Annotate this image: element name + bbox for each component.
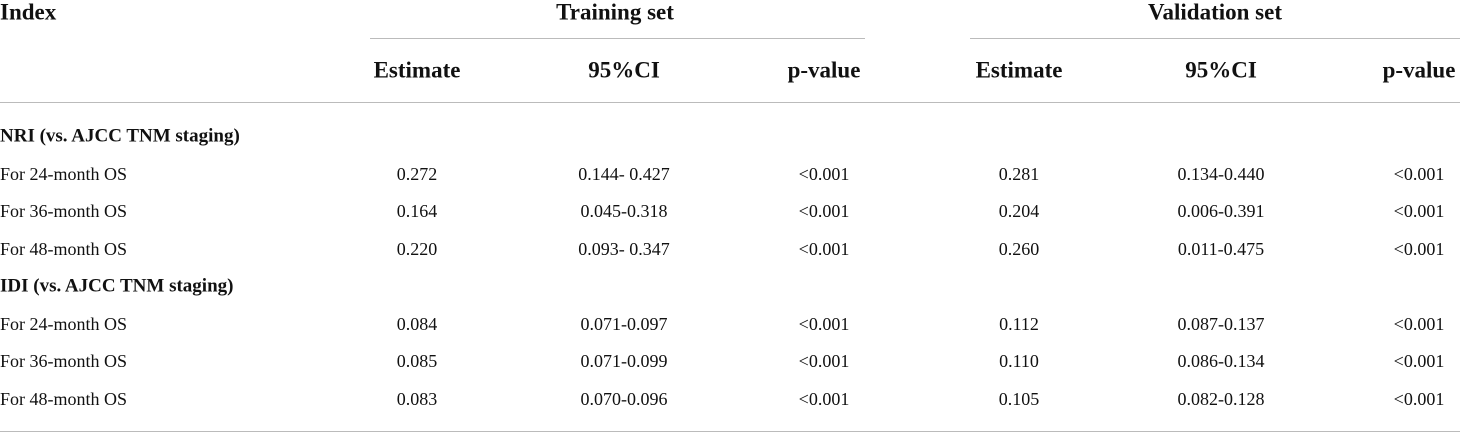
- index-header: Index: [0, 0, 57, 25]
- cell: 0.144- 0.427: [578, 163, 670, 184]
- group-header: Training set: [556, 0, 674, 25]
- column-header: 95%CI: [588, 57, 660, 83]
- group-rule: [970, 38, 1460, 39]
- group-rule: [370, 38, 865, 39]
- column-header: 95%CI: [1185, 57, 1257, 83]
- section-title: NRI (vs. AJCC TNM staging): [0, 125, 240, 147]
- cell: <0.001: [1393, 201, 1445, 221]
- cell: <0.001: [798, 388, 850, 409]
- cell: 0.112: [999, 313, 1039, 334]
- cell: <0.001: [798, 313, 850, 334]
- cell: 0.272: [396, 163, 438, 184]
- row-label: For 48-month OS: [0, 388, 128, 409]
- cell: <0.001: [798, 201, 850, 221]
- cell: 0.045-0.318: [580, 201, 668, 221]
- cell: 0.071-0.097: [580, 313, 668, 334]
- cell: <0.001: [798, 163, 850, 184]
- cell: 0.085: [396, 351, 438, 371]
- cell: 0.093- 0.347: [578, 238, 670, 259]
- cell: 0.082-0.128: [1177, 388, 1265, 409]
- column-header: p-value: [1382, 57, 1456, 83]
- cell: <0.001: [798, 351, 850, 371]
- cell: 0.134-0.440: [1177, 163, 1265, 184]
- cell: 0.110: [999, 351, 1039, 371]
- section-title: IDI (vs. AJCC TNM staging): [0, 275, 234, 297]
- cell: <0.001: [1393, 388, 1445, 409]
- header-rule: [0, 102, 1460, 103]
- cell: 0.260: [998, 238, 1040, 259]
- column-header: Estimate: [373, 57, 461, 83]
- cell: 0.006-0.391: [1177, 201, 1265, 221]
- cell: 0.220: [396, 238, 438, 259]
- column-header: Estimate: [975, 57, 1063, 83]
- group-header: Validation set: [1148, 0, 1282, 25]
- cell: 0.164: [396, 201, 438, 221]
- row-label: For 48-month OS: [0, 238, 128, 259]
- bottom-rule: [0, 431, 1460, 432]
- cell: <0.001: [798, 238, 850, 259]
- cell: 0.105: [998, 388, 1040, 409]
- row-label: For 24-month OS: [0, 313, 128, 334]
- cell: 0.071-0.099: [580, 351, 668, 371]
- row-label: For 36-month OS: [0, 201, 128, 221]
- cell: <0.001: [1393, 163, 1445, 184]
- cell: 0.204: [998, 201, 1040, 221]
- row-label: For 24-month OS: [0, 163, 128, 184]
- cell: <0.001: [1393, 313, 1445, 334]
- row-label: For 36-month OS: [0, 351, 128, 371]
- column-header: p-value: [787, 57, 861, 83]
- cell: 0.083: [396, 388, 438, 409]
- cell: 0.084: [396, 313, 438, 334]
- cell: <0.001: [1393, 238, 1445, 259]
- cell: 0.011-0.475: [1177, 238, 1265, 259]
- cell: 0.086-0.134: [1177, 351, 1265, 371]
- cell: 0.070-0.096: [580, 388, 668, 409]
- cell: 0.087-0.137: [1177, 313, 1265, 334]
- cell: <0.001: [1393, 351, 1445, 371]
- cell: 0.281: [998, 163, 1040, 184]
